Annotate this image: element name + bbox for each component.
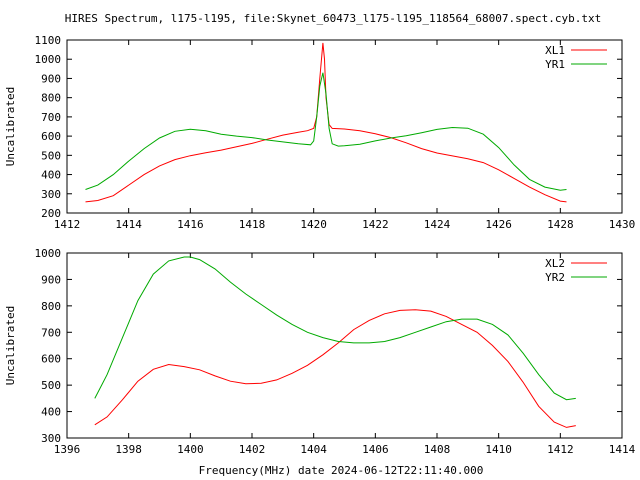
x-tick-label: 1420 (300, 218, 327, 231)
y-tick-label: 1100 (35, 34, 62, 47)
x-tick-label: 1402 (239, 443, 266, 456)
x-tick-label: 1408 (424, 443, 451, 456)
legend-label-yr1: YR1 (545, 58, 565, 71)
legend-label-yr2: YR2 (545, 271, 565, 284)
y-axis-label: Uncalibrated (4, 87, 17, 166)
series-line-xl2 (94, 309, 576, 428)
x-tick-label: 1400 (177, 443, 204, 456)
y-tick-label: 500 (41, 149, 61, 162)
x-tick-label: 1414 (609, 443, 636, 456)
y-tick-label: 1000 (35, 247, 62, 260)
y-tick-label: 600 (41, 130, 61, 143)
x-tick-label: 1412 (547, 443, 574, 456)
x-tick-label: 1414 (115, 218, 142, 231)
x-tick-label: 1422 (362, 218, 389, 231)
x-tick-label: 1426 (485, 218, 512, 231)
x-tick-label: 1416 (177, 218, 204, 231)
x-tick-label: 1418 (239, 218, 266, 231)
series-line-xl1 (85, 42, 567, 203)
x-tick-label: 1428 (547, 218, 574, 231)
x-axis-label: Frequency(MHz) date 2024-06-12T22:11:40.… (199, 464, 484, 477)
y-tick-label: 900 (41, 72, 61, 85)
figure-title: HIRES Spectrum, l175-l195, file:Skynet_6… (65, 12, 601, 25)
y-tick-label: 500 (41, 379, 61, 392)
series-line-yr1 (85, 72, 567, 191)
y-tick-label: 300 (41, 188, 61, 201)
y-tick-label: 700 (41, 111, 61, 124)
series-line-yr2 (94, 256, 576, 401)
y-tick-label: 200 (41, 207, 61, 220)
y-tick-label: 800 (41, 300, 61, 313)
x-tick-label: 1398 (115, 443, 142, 456)
x-tick-label: 1404 (300, 443, 327, 456)
y-tick-label: 1000 (35, 53, 62, 66)
y-axis-label: Uncalibrated (4, 306, 17, 385)
plot-frame (66, 39, 623, 214)
x-tick-label: 1410 (485, 443, 512, 456)
y-tick-label: 800 (41, 92, 61, 105)
x-tick-label: 1406 (362, 443, 389, 456)
top-spectrum-plot: 1412 1414 1416 1418 1420 1422 1424 1426 1428 1430… (4, 34, 635, 231)
x-tick-label: 1424 (424, 218, 451, 231)
y-tick-label: 400 (41, 406, 61, 419)
y-tick-label: 300 (41, 432, 61, 445)
plot-frame (66, 252, 623, 439)
y-tick-label: 600 (41, 353, 61, 366)
bottom-spectrum-plot: 1396 1398 1400 1402 1404 1406 1408 1410 1412 1414… (4, 247, 636, 456)
x-tick-label: 1412 (54, 218, 81, 231)
legend-label-xl1: XL1 (545, 44, 565, 57)
x-tick-label: 1430 (609, 218, 636, 231)
legend-label-xl2: XL2 (545, 257, 565, 270)
y-tick-label: 900 (41, 273, 61, 286)
x-tick-label: 1396 (54, 443, 81, 456)
y-tick-label: 400 (41, 169, 61, 182)
y-tick-label: 700 (41, 326, 61, 339)
